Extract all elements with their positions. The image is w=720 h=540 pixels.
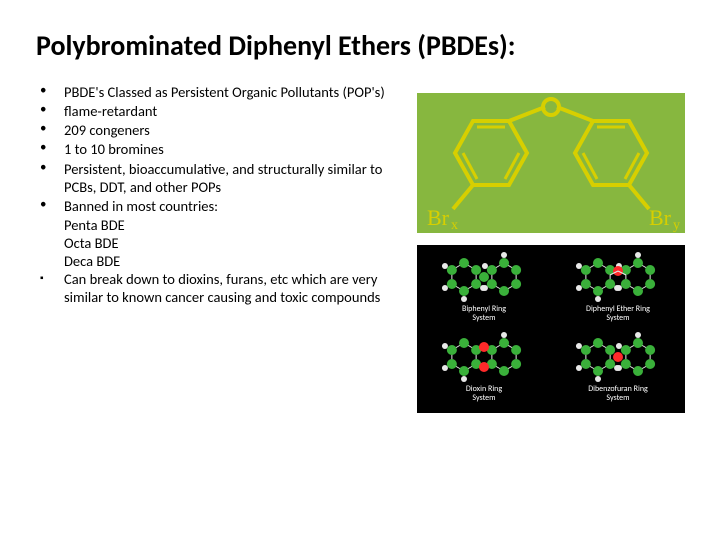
bullet-column: PBDE's Classed as Persistent Organic Pol… [36, 83, 406, 413]
svg-text:Br: Br [649, 205, 672, 230]
bullet-item: 1 to 10 bromines [36, 140, 396, 158]
pbde-structure-diagram: Br x Br y [417, 93, 685, 233]
molecule-label: Dioxin Ring System [466, 385, 502, 403]
molecule-icon [434, 251, 534, 303]
slide-title: Polybrominated Diphenyl Ethers (PBDEs): [0, 0, 720, 83]
svg-text:x: x [451, 218, 458, 233]
bullet-item: Banned in most countries: [36, 197, 396, 215]
content-area: PBDE's Classed as Persistent Organic Pol… [0, 83, 720, 413]
molecule-cell: Biphenyl Ring System [417, 251, 551, 323]
bullet-item: flame-retardant [36, 102, 396, 120]
molecule-label: Diphenyl Ether Ring System [586, 305, 650, 323]
diagram-column: Br x Br y Biphenyl Ring System Diphenyl … [406, 83, 696, 413]
molecule-cell: Dibenzofuran Ring System [551, 331, 685, 403]
molecule-icon [568, 331, 668, 383]
molecule-label: Biphenyl Ring System [462, 305, 506, 323]
bullet-item: 209 congeners [36, 121, 396, 139]
bullet-subline: Deca BDE [36, 252, 396, 270]
ring-systems-diagram: Biphenyl Ring System Diphenyl Ether Ring… [417, 245, 685, 413]
bullet-list: PBDE's Classed as Persistent Organic Pol… [36, 83, 396, 307]
bullet-subline: Penta BDE [36, 216, 396, 234]
svg-text:y: y [673, 218, 680, 233]
svg-text:Br: Br [427, 205, 450, 230]
bullet-item: Persistent, bioaccumulative, and structu… [36, 160, 396, 196]
molecule-label: Dibenzofuran Ring System [588, 385, 648, 403]
molecule-cell: Diphenyl Ether Ring System [551, 251, 685, 323]
bullet-subline: Octa BDE [36, 234, 396, 252]
molecule-icon [434, 331, 534, 383]
molecule-icon [568, 251, 668, 303]
bullet-item: PBDE's Classed as Persistent Organic Pol… [36, 83, 396, 101]
bullet-item: Can break down to dioxins, furans, etc w… [36, 270, 396, 306]
molecule-cell: Dioxin Ring System [417, 331, 551, 403]
